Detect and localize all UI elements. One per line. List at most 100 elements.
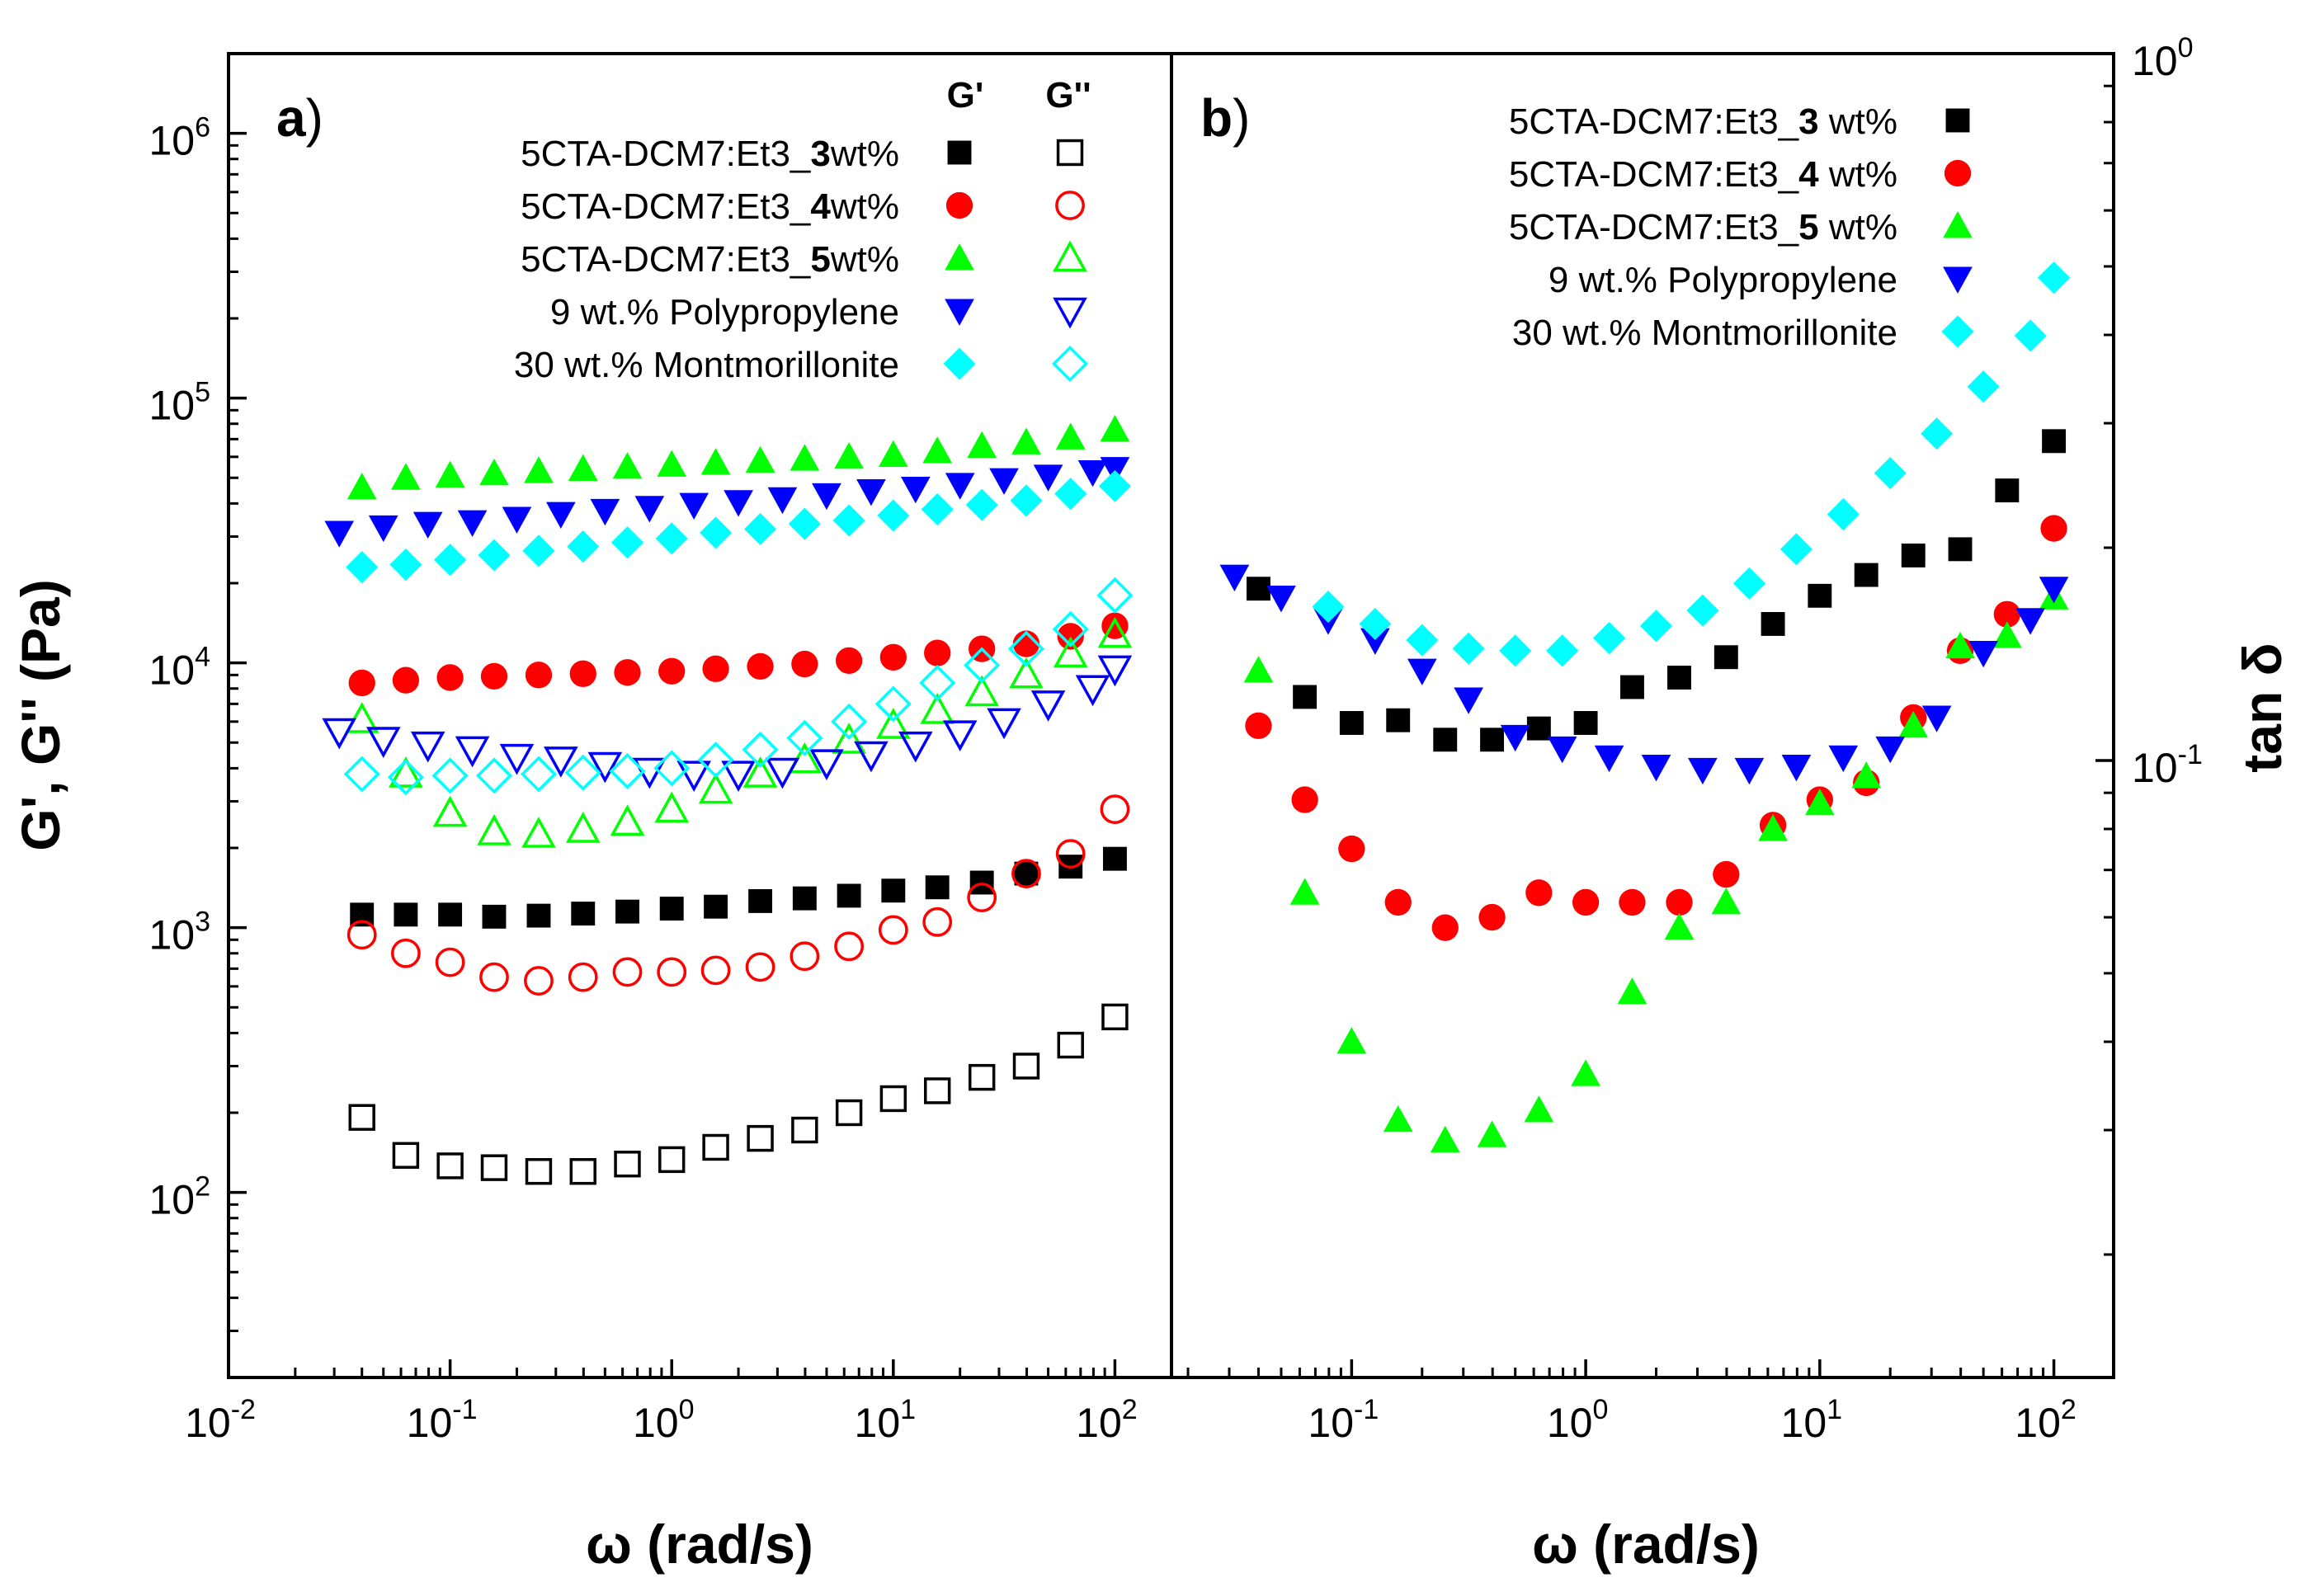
b-data-point <box>1995 478 2020 503</box>
a-data-point <box>522 534 555 567</box>
a-legend-marker-filled <box>945 191 973 219</box>
legend-header-gprime: G' <box>947 75 984 115</box>
a-data-point <box>1054 478 1087 511</box>
a-data-point <box>475 757 512 794</box>
a-data-point <box>1055 839 1086 869</box>
a-data-point <box>1097 655 1133 687</box>
panel-a-ticks: 10-2 10-1 100 101 102 102 103 104 105 106 <box>148 112 1137 1446</box>
b-data-point <box>1804 788 1835 816</box>
a-data-point <box>835 647 863 675</box>
b-data-point <box>1594 745 1624 773</box>
a-legend-marker-open <box>1056 139 1084 167</box>
a-data-point <box>387 759 424 796</box>
a-y-tick-label: 103 <box>148 907 210 958</box>
panel-b-marks <box>1219 261 2071 1153</box>
b-series-0 <box>1246 429 2067 752</box>
a-legend-marker-open <box>1055 191 1085 220</box>
b-data-point <box>1686 594 1719 627</box>
b-data-point <box>1854 563 1879 587</box>
b-data-point <box>1384 888 1412 916</box>
b-data-point <box>1245 712 1272 739</box>
a-data-point <box>524 456 554 483</box>
b-data-point <box>1339 711 1364 735</box>
a-data-point <box>792 886 817 911</box>
a-data-point <box>835 1099 863 1127</box>
a-data-point <box>837 883 861 908</box>
a-data-point <box>831 703 868 740</box>
b-data-point <box>1921 705 1952 732</box>
a-data-point <box>565 812 601 843</box>
a-data-point <box>1012 630 1040 657</box>
a-series-5 <box>344 616 1133 848</box>
a-data-point <box>590 498 620 526</box>
a-data-point <box>788 507 821 540</box>
a-data-point <box>747 1124 774 1152</box>
b-data-point <box>1948 537 1973 562</box>
a-data-point <box>791 1116 818 1144</box>
a-series-4 <box>346 415 1130 500</box>
a-data-point <box>1014 861 1039 886</box>
a-data-point <box>610 526 644 559</box>
a-data-point <box>438 902 463 927</box>
a-data-point <box>942 720 978 752</box>
a-data-point <box>925 875 950 900</box>
a-data-point <box>569 660 596 687</box>
a-data-point <box>920 693 955 724</box>
a-series-9 <box>343 577 1134 796</box>
a-data-point <box>1011 859 1041 889</box>
a-data-point <box>346 550 379 584</box>
a-data-point <box>612 957 643 987</box>
a-y-tick-label: 102 <box>148 1171 210 1223</box>
b-legend-marker <box>1941 315 1974 348</box>
b-data-point <box>1243 656 1274 683</box>
b-data-point <box>1291 786 1318 813</box>
a-data-point <box>365 727 401 758</box>
a-data-point <box>965 488 998 521</box>
a-data-point <box>900 476 931 504</box>
a-data-point <box>856 479 886 506</box>
b-data-point <box>2039 577 2069 604</box>
a-data-point <box>610 804 645 836</box>
a-data-point <box>876 708 911 739</box>
a-data-point <box>676 761 711 792</box>
a-data-point <box>700 516 733 549</box>
b-data-point <box>1734 757 1765 785</box>
a-data-point <box>700 955 731 986</box>
b-data-point <box>1478 903 1506 931</box>
a-data-point <box>877 499 910 532</box>
b-data-point <box>1571 1059 1600 1086</box>
a-data-point <box>1100 794 1130 824</box>
b-data-point <box>1758 814 1788 841</box>
b-data-point <box>2014 319 2047 352</box>
b-legend-label: 5CTA-DCM7:Et3_4 wt% <box>1509 154 1897 195</box>
b-data-point <box>1781 755 1812 782</box>
b-series-4 <box>1312 261 2071 667</box>
b-data-point <box>1968 641 1999 668</box>
b-data-point <box>1312 591 1345 624</box>
b-data-point <box>1526 716 1551 741</box>
b-legend-marker <box>1943 211 1973 238</box>
b-data-point <box>1666 888 1693 916</box>
a-data-point <box>1009 657 1044 689</box>
a-data-point <box>879 643 907 671</box>
a-data-point <box>987 708 1021 740</box>
b-data-point <box>1992 621 2022 648</box>
a-data-point <box>477 814 511 845</box>
panel-a-x-axis-title: ω (rad/s) <box>586 1514 813 1575</box>
b-data-point <box>1732 567 1765 600</box>
a-data-point <box>969 870 994 895</box>
a-data-point <box>587 751 623 784</box>
a-data-point <box>480 662 508 690</box>
legend-header-gdoubleprime: G'' <box>1045 75 1091 115</box>
a-data-point <box>919 664 956 701</box>
a-data-point <box>697 742 734 779</box>
b-data-point <box>1219 564 1250 591</box>
a-data-point <box>346 920 377 950</box>
a-data-point <box>392 1142 420 1169</box>
a-legend-marker-filled <box>947 140 972 165</box>
a-data-point <box>432 795 468 827</box>
a-data-point <box>431 757 469 794</box>
panel-a-label: a) <box>276 88 323 148</box>
a-data-point <box>809 749 844 781</box>
a-data-point <box>791 650 818 678</box>
